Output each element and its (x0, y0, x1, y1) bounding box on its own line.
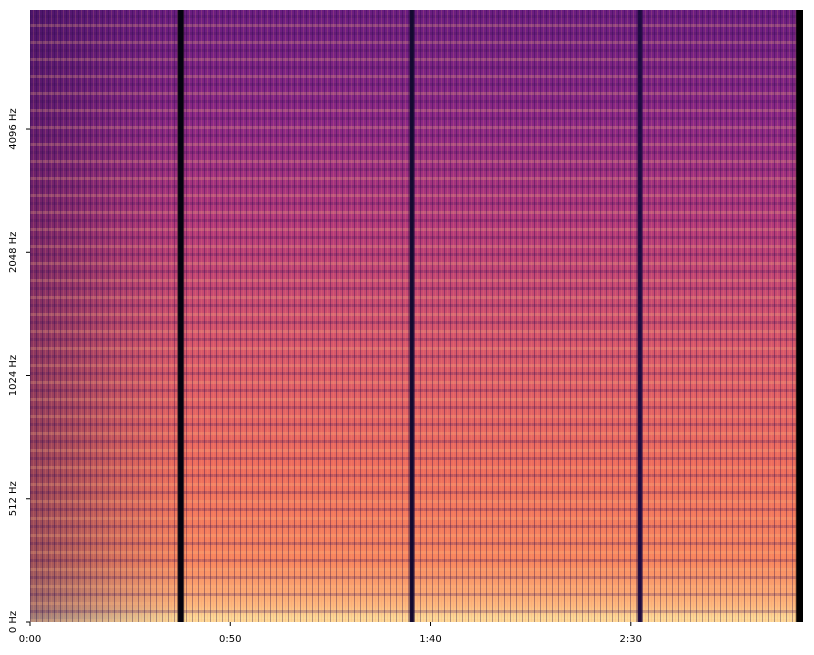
x-tick-label: 2:30 (620, 634, 642, 645)
y-tick-label: 0 Hz (8, 611, 19, 633)
x-tick-label: 0:50 (219, 634, 241, 645)
x-tick-label: 0:00 (19, 634, 41, 645)
y-tick-label: 1024 Hz (8, 355, 19, 396)
y-tick-label: 512 Hz (8, 481, 19, 516)
y-tick-label: 2048 Hz (8, 232, 19, 273)
y-tick-label: 4096 Hz (8, 108, 19, 149)
x-tick-label: 1:40 (419, 634, 441, 645)
spectrogram-image (30, 10, 803, 622)
